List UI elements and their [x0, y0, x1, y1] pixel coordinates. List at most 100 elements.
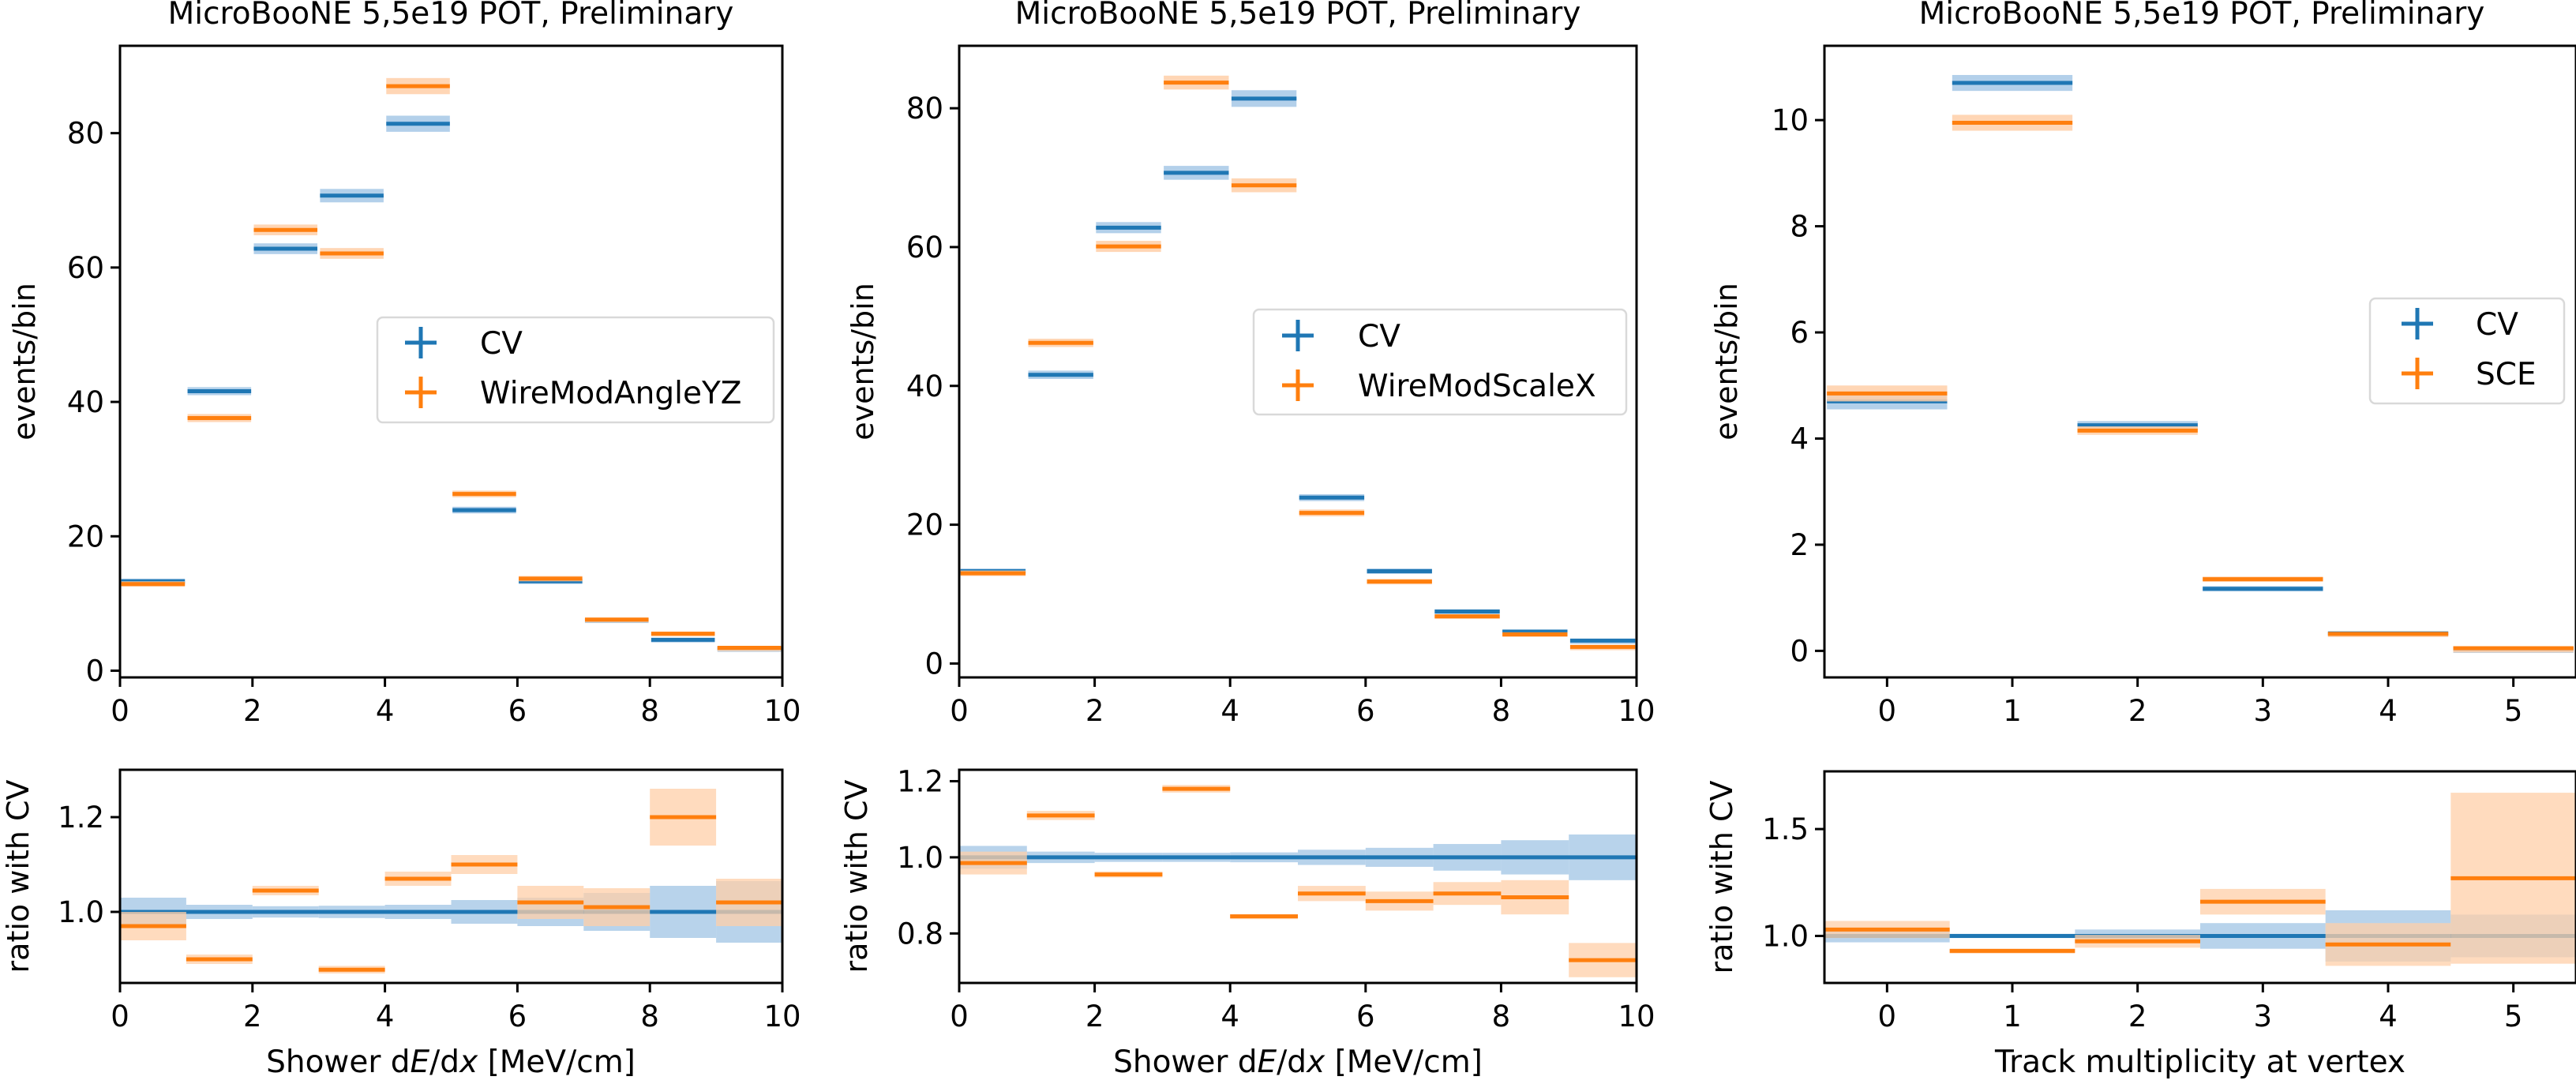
panel-3-main-frame [1823, 44, 2576, 679]
panel-3-ytick-label-5: 10 [1772, 103, 1809, 137]
panel-3-legend-var-marker [2402, 358, 2433, 389]
panel-1-xtick-label-3: 6 [508, 694, 527, 728]
panel-2-legend: CV WireModScaleX [1252, 308, 1628, 416]
panel-1-ratio-xtick-label-3: 6 [508, 1000, 527, 1033]
panel-1-xtick-label-4: 8 [640, 694, 659, 728]
panel-2-legend-cv-marker [1282, 320, 1314, 351]
panel-1-xlabel: Shower dE/dx [MeV/cm] [266, 1045, 636, 1080]
panel-2-legend-var-label: WireModScaleX [1358, 369, 1596, 404]
panel-1-xtick-label-5: 10 [763, 694, 801, 728]
panel-1-ratio-ytick-label-1: 1.2 [58, 801, 104, 835]
panel-3-legend: CV SCE [2368, 297, 2566, 405]
panel-1-ratio-xtick-label-5: 10 [763, 1000, 801, 1033]
panel-3-ratio-xtick-label-2: 2 [2128, 1000, 2147, 1033]
panel-2-xlabel: Shower dE/dx [MeV/cm] [1113, 1045, 1483, 1080]
panel-2-ylabel: events/bin [846, 283, 880, 441]
panel-3-ratio-xtick-label-1: 1 [2003, 1000, 2022, 1033]
panel-1-ytick-label-0: 0 [85, 654, 104, 688]
panel-2-main-plot: 0 20 40 60 80 0 2 4 6 8 10 events/bin [846, 44, 1655, 728]
panel-2-ratio-plot: 0.8 1.0 1.2 0 2 4 6 8 10 ratio with CV [839, 764, 1655, 1033]
panel-2-main-frame [958, 44, 1638, 679]
panel-2-xtick-label-2: 4 [1221, 694, 1239, 728]
panel-3-legend-cv-marker [2402, 308, 2433, 339]
panel-2-ratio-xtick-label-2: 4 [1221, 1000, 1239, 1033]
panel-2-xtick-label-1: 2 [1086, 694, 1104, 728]
panel-2-legend-cv-label: CV [1358, 319, 1400, 354]
panel-3-xtick-label-2: 2 [2128, 694, 2147, 728]
panel-1-legend-var-marker [405, 377, 437, 408]
panel-3-ratio-xtick-label-4: 4 [2379, 1000, 2398, 1033]
panel-3-xtick-label-5: 5 [2504, 694, 2523, 728]
panel-1-ratio-ytick-label-0: 1.0 [58, 895, 104, 929]
panel-1-ratio-xtick-label-0: 0 [111, 1000, 129, 1033]
panel-3-ratio-xtick-label-3: 3 [2254, 1000, 2273, 1033]
panel-1-legend-cv-label: CV [480, 326, 523, 362]
panel-3-ytick-label-3: 6 [1790, 316, 1809, 350]
panel-3-ytick-label-2: 4 [1790, 422, 1809, 456]
panel-2-ytick-label-2: 40 [906, 369, 943, 403]
panel-3: MicroBooNE 5,5e19 POT, Preliminary 0 2 4 6 8… [1704, 0, 2576, 1080]
panel-1-main-plot: 0 20 40 60 80 0 2 4 6 8 10 events/bin [7, 44, 801, 728]
panel-1-ratio-frame [118, 768, 784, 985]
panel-2-ratio-ytick-label-0: 0.8 [897, 917, 943, 951]
panel-2-title: MicroBooNE 5,5e19 POT, Preliminary [1015, 0, 1581, 32]
panel-3-xlabel: Track multiplicity at vertex [1994, 1045, 2405, 1080]
panel-3-ytick-label-4: 8 [1790, 210, 1809, 244]
panel-1-xtick-label-1: 2 [243, 694, 262, 728]
panel-2-ratio-xtick-label-1: 2 [1086, 1000, 1104, 1033]
panel-2-ratio-frame [958, 768, 1638, 985]
panel-3-ratio-frame [1823, 770, 2576, 985]
panel-2-xtick-label-4: 8 [1492, 694, 1511, 728]
panel-1-legend: CV WireModAngleYZ [376, 316, 775, 424]
panel-1-legend-cv-marker [405, 327, 437, 358]
panel-2-ratio-xtick-label-0: 0 [950, 1000, 969, 1033]
panel-2-ratio-xtick-label-3: 6 [1356, 1000, 1375, 1033]
panel-2-ytick-label-0: 0 [924, 647, 943, 681]
panel-2-ratio-xtick-label-4: 8 [1492, 1000, 1511, 1033]
panel-3-main-plot: 0 2 4 6 8 10 0 1 2 3 4 5 events/bin [1709, 44, 2576, 728]
panel-1-ytick-label-1: 20 [67, 519, 104, 553]
panel-3-xtick-label-3: 3 [2254, 694, 2273, 728]
panel-1-ytick-label-3: 60 [67, 251, 104, 285]
panel-1-main-frame [118, 44, 784, 679]
panel-1: MicroBooNE 5,5e19 POT, Preliminary 02040… [1, 0, 801, 1080]
panel-2-ratio-ytick-label-2: 1.2 [897, 764, 943, 798]
panel-2-ratio-ylabel: ratio with CV [839, 780, 874, 973]
panel-3-ytick-label-1: 2 [1790, 528, 1809, 562]
panel-3-xtick-label-1: 1 [2003, 694, 2022, 728]
panel-2-ratio-ytick-label-1: 1.0 [897, 841, 943, 875]
panel-2-ytick-label-1: 20 [906, 508, 943, 542]
panel-1-ratio-plot: 1.0 1.2 0 2 4 6 8 10 ratio with CV [1, 768, 801, 1033]
panel-3-legend-var-label: SCE [2476, 357, 2537, 392]
panel-3-xtick-label-4: 4 [2379, 694, 2398, 728]
panel-3-ratio-xtick-label-5: 5 [2504, 1000, 2523, 1033]
panel-2-ytick-label-3: 60 [906, 231, 943, 264]
panel-1-ytick-label-4: 80 [67, 117, 104, 151]
panel-1-legend-box [376, 316, 775, 424]
panel-3-ratio-ytick-label-0: 1.0 [1762, 919, 1809, 953]
panel-2: MicroBooNE 5,5e19 POT, Preliminary 02040… [839, 0, 1655, 1080]
panel-2-legend-box [1252, 308, 1628, 416]
panel-2-xtick-label-3: 6 [1356, 694, 1375, 728]
panel-3-ratio-ylabel: ratio with CV [1704, 781, 1739, 974]
panel-1-ratio-ylabel: ratio with CV [1, 780, 36, 973]
panel-2-ratio-xtick-label-5: 10 [1618, 1000, 1655, 1033]
panel-2-legend-var-marker [1282, 369, 1314, 401]
panel-1-xtick-label-0: 0 [111, 694, 129, 728]
panel-3-ratio-ytick-label-1: 1.5 [1762, 812, 1809, 846]
panel-3-ylabel: events/bin [1709, 283, 1744, 441]
panel-1-legend-var-label: WireModAngleYZ [480, 376, 742, 411]
panel-1-title: MicroBooNE 5,5e19 POT, Preliminary [168, 0, 734, 32]
panel-3-ratio-xtick-label-0: 0 [1878, 1000, 1897, 1033]
panel-3-xtick-label-0: 0 [1878, 694, 1897, 728]
panel-1-ratio-xtick-label-1: 2 [243, 1000, 262, 1033]
panel-1-xtick-label-2: 4 [376, 694, 395, 728]
panel-1-ylabel: events/bin [7, 283, 42, 441]
panel-3-ratio-plot: 1.0 1.5 0 1 2 3 4 5 ratio with CV [1704, 770, 2576, 1033]
panel-1-ratio-xtick-label-2: 4 [376, 1000, 395, 1033]
panel-2-xtick-label-5: 10 [1618, 694, 1655, 728]
panel-2-ytick-label-4: 80 [906, 92, 943, 126]
panel-3-legend-cv-label: CV [2476, 307, 2518, 343]
panel-1-ratio-xtick-label-4: 8 [640, 1000, 659, 1033]
